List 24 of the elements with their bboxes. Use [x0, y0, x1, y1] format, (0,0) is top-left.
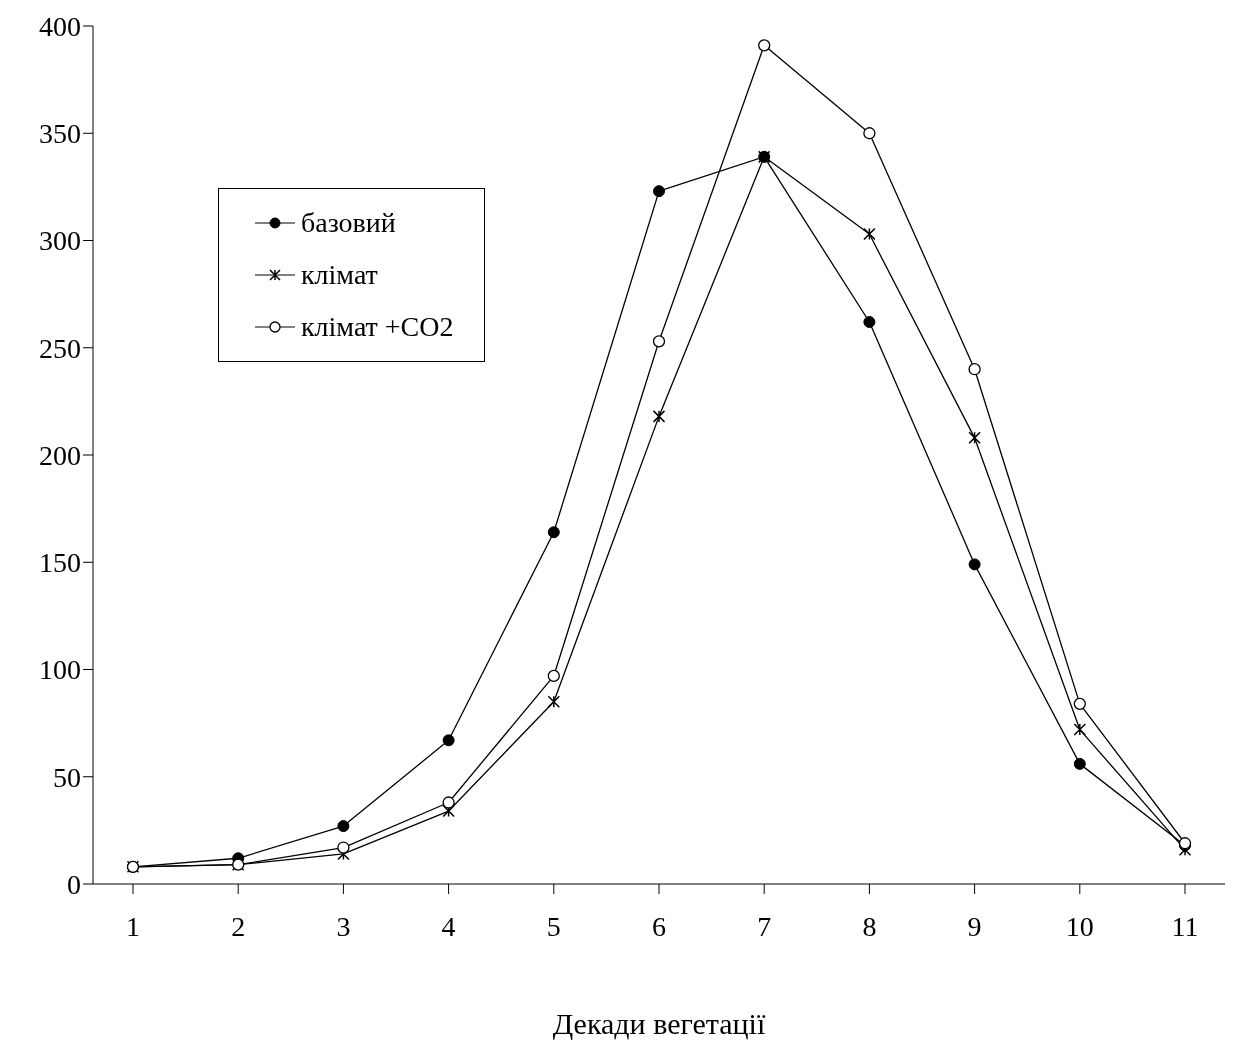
- y-tick-label: 400: [39, 10, 81, 42]
- x-tick-label: 9: [967, 910, 982, 942]
- x-tick-label: 5: [546, 910, 561, 942]
- y-tick-label: 50: [53, 761, 81, 793]
- x-tick-label: 10: [1065, 910, 1094, 942]
- x-axis-title: Декади вегетації: [552, 1007, 766, 1040]
- legend-label: базовий: [301, 207, 396, 239]
- x-tick-label: 7: [757, 910, 772, 942]
- legend-label: клімат: [301, 259, 378, 291]
- x-tick-label: 3: [336, 910, 351, 942]
- x-tick-label: 6: [652, 910, 666, 942]
- y-tick-label: 250: [39, 332, 81, 364]
- legend-label: клімат +CO2: [301, 311, 454, 343]
- y-tick-label: 200: [39, 439, 81, 471]
- y-tick-label: 0: [67, 868, 81, 900]
- y-tick-label: 300: [39, 225, 81, 257]
- y-tick-label: 150: [39, 547, 81, 579]
- y-tick-label: 350: [39, 118, 81, 150]
- x-tick-label: 4: [441, 910, 456, 942]
- x-tick-label: 11: [1171, 910, 1199, 942]
- y-tick-label: 100: [39, 654, 81, 686]
- x-tick-label: 8: [862, 910, 877, 942]
- x-tick-label: 2: [231, 910, 246, 942]
- x-tick-label: 1: [126, 910, 140, 942]
